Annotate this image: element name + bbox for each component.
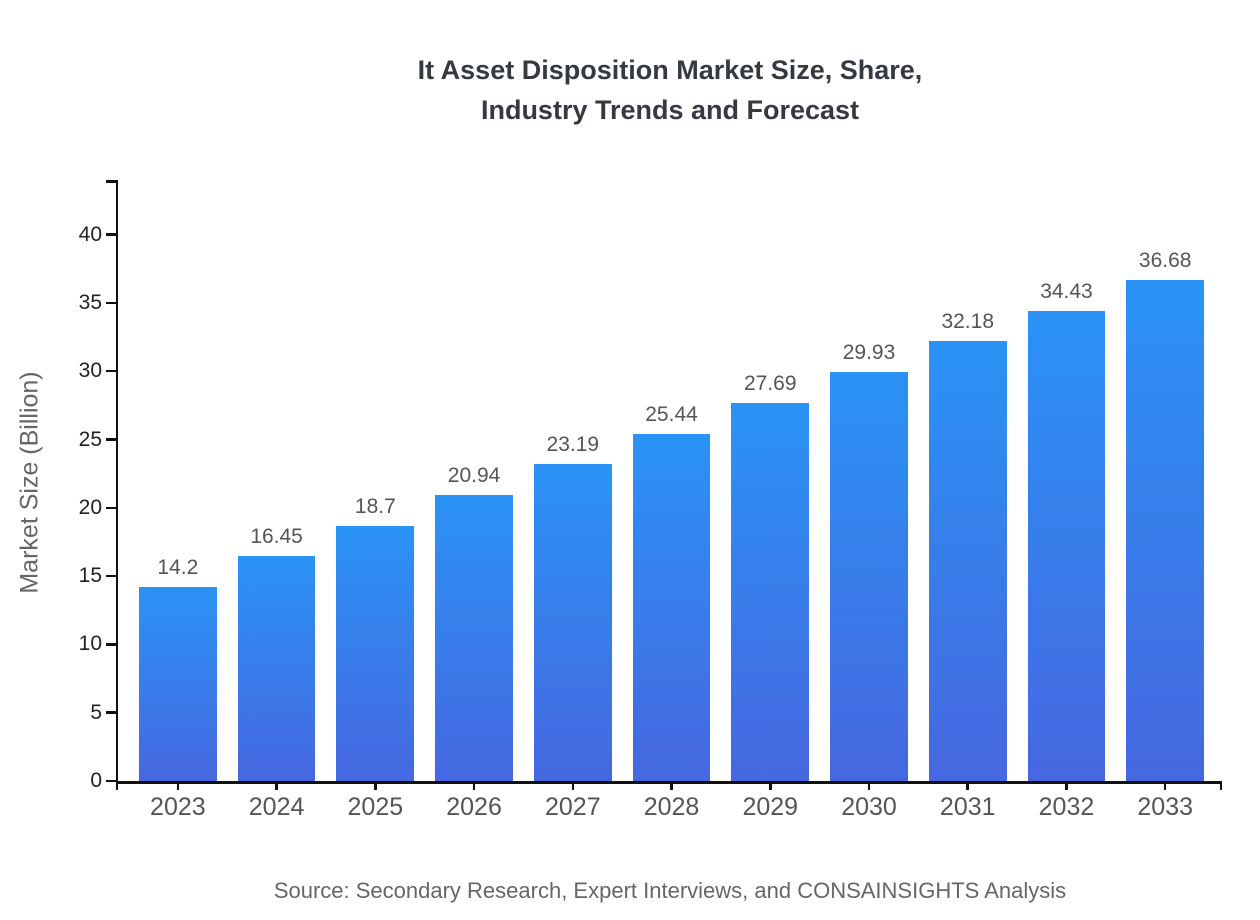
y-tick-label: 25 bbox=[78, 427, 102, 451]
bar-2026 bbox=[435, 494, 513, 781]
source-note: Source: Secondary Research, Expert Inter… bbox=[273, 878, 1067, 903]
y-tick-label: 35 bbox=[78, 290, 102, 314]
x-tick-mark bbox=[472, 781, 476, 790]
y-tick-mark bbox=[106, 643, 116, 646]
bar-value-label: 29.93 bbox=[842, 341, 896, 365]
bars-container: 14.2 2023 16.45 2024 18.7 2025 20.94 2026 23.19 2… bbox=[118, 180, 1222, 821]
x-axis-line bbox=[115, 781, 1222, 784]
bar-2030 bbox=[830, 372, 908, 781]
x-tick-mark bbox=[670, 781, 673, 790]
bar-group-2030: 29.93 2030 bbox=[830, 180, 908, 821]
y-tick-label: 5 bbox=[90, 700, 102, 724]
y-tick-label: 15 bbox=[78, 564, 102, 588]
bar-2025 bbox=[336, 525, 415, 781]
x-tick-label-2023: 2023 bbox=[150, 793, 206, 821]
bar-value-label: 32.18 bbox=[941, 310, 995, 334]
y-tick-label: 10 bbox=[78, 632, 102, 656]
bar-value-label: 36.68 bbox=[1138, 249, 1192, 272]
y-tick-mark bbox=[106, 233, 116, 236]
bar-value-label: 18.7 bbox=[354, 494, 396, 518]
bar-2031 bbox=[928, 341, 1007, 781]
x-axis-end-cap bbox=[1219, 781, 1222, 790]
bar-group-2023: 14.2 2023 bbox=[139, 180, 217, 821]
bar-value-label: 27.69 bbox=[743, 371, 797, 395]
chart-title-line2: Industry Trends and Forecast bbox=[480, 95, 860, 125]
y-tick-label: 0 bbox=[90, 769, 102, 792]
bar-value-label: 25.44 bbox=[645, 402, 698, 426]
x-tick-label-2028: 2028 bbox=[643, 793, 700, 821]
y-tick-label: 20 bbox=[78, 495, 102, 519]
x-tick-mark bbox=[1163, 781, 1167, 790]
y-tick-mark bbox=[106, 369, 116, 373]
x-tick-mark bbox=[769, 781, 772, 790]
y-tick-mark bbox=[106, 438, 116, 441]
bar-group-2033: 36.68 2033 bbox=[1126, 180, 1205, 821]
chart-title: It Asset Disposition Market Size, Share,… bbox=[118, 50, 1222, 130]
bar-2029 bbox=[731, 402, 810, 781]
bar-group-2027: 23.19 2027 bbox=[533, 180, 612, 821]
y-tick-mark bbox=[106, 506, 116, 510]
y-tick-label: 30 bbox=[78, 359, 102, 383]
chart-title-line1: It Asset Disposition Market Size, Share, bbox=[417, 55, 923, 85]
y-tick-label: 40 bbox=[78, 222, 102, 246]
y-axis-title: Market Size (Billion) bbox=[15, 371, 44, 594]
bar-value-label: 16.45 bbox=[250, 525, 303, 549]
bar-group-2025: 18.7 2025 bbox=[336, 180, 415, 821]
x-tick-mark bbox=[571, 781, 575, 790]
bar-2028 bbox=[632, 433, 711, 781]
x-tick-label-2029: 2029 bbox=[742, 793, 799, 821]
x-tick-mark bbox=[374, 781, 377, 790]
bar-2024 bbox=[237, 556, 316, 781]
y-axis-line bbox=[115, 180, 118, 790]
x-tick-mark bbox=[275, 781, 278, 790]
bar-group-2029: 27.69 2029 bbox=[731, 180, 810, 821]
x-tick-label-2026: 2026 bbox=[446, 793, 502, 821]
x-tick-label-2025: 2025 bbox=[347, 793, 404, 821]
bar-group-2028: 25.44 2028 bbox=[632, 180, 711, 821]
bar-group-2031: 32.18 2031 bbox=[928, 180, 1007, 821]
x-tick-label-2027: 2027 bbox=[544, 793, 601, 821]
x-tick-label-2031: 2031 bbox=[939, 793, 996, 821]
bar-group-2026: 20.94 2026 bbox=[435, 180, 513, 821]
bar-2023 bbox=[139, 587, 217, 781]
x-tick-label-2024: 2024 bbox=[248, 793, 305, 821]
bar-value-label: 20.94 bbox=[447, 463, 501, 487]
x-tick-mark bbox=[176, 781, 180, 790]
x-tick-label-2032: 2032 bbox=[1038, 793, 1095, 821]
y-tick-mark bbox=[106, 711, 116, 714]
bar-value-label: 14.2 bbox=[157, 556, 199, 580]
x-tick-mark bbox=[966, 781, 969, 790]
bar-group-2024: 16.45 2024 bbox=[237, 180, 316, 821]
bar-2033 bbox=[1126, 280, 1205, 781]
bar-2027 bbox=[533, 464, 612, 781]
x-tick-mark bbox=[867, 781, 871, 790]
y-tick-mark bbox=[106, 574, 116, 578]
bar-group-2032: 34.43 2032 bbox=[1027, 180, 1106, 821]
x-tick-label-2030: 2030 bbox=[841, 793, 897, 821]
bar-2032 bbox=[1027, 310, 1106, 781]
y-axis-end-cap bbox=[106, 180, 116, 183]
x-tick-mark bbox=[1065, 781, 1068, 790]
bar-value-label: 23.19 bbox=[546, 433, 600, 457]
x-tick-label-2033: 2033 bbox=[1137, 793, 1194, 821]
y-tick-mark bbox=[106, 779, 116, 783]
plot-area: 0 5 10 15 20 25 30 35 40 14.2 2023 16.45 2024 18.7 20… bbox=[79, 180, 1222, 821]
bar-value-label: 34.43 bbox=[1040, 279, 1093, 303]
y-tick-mark bbox=[106, 301, 116, 305]
